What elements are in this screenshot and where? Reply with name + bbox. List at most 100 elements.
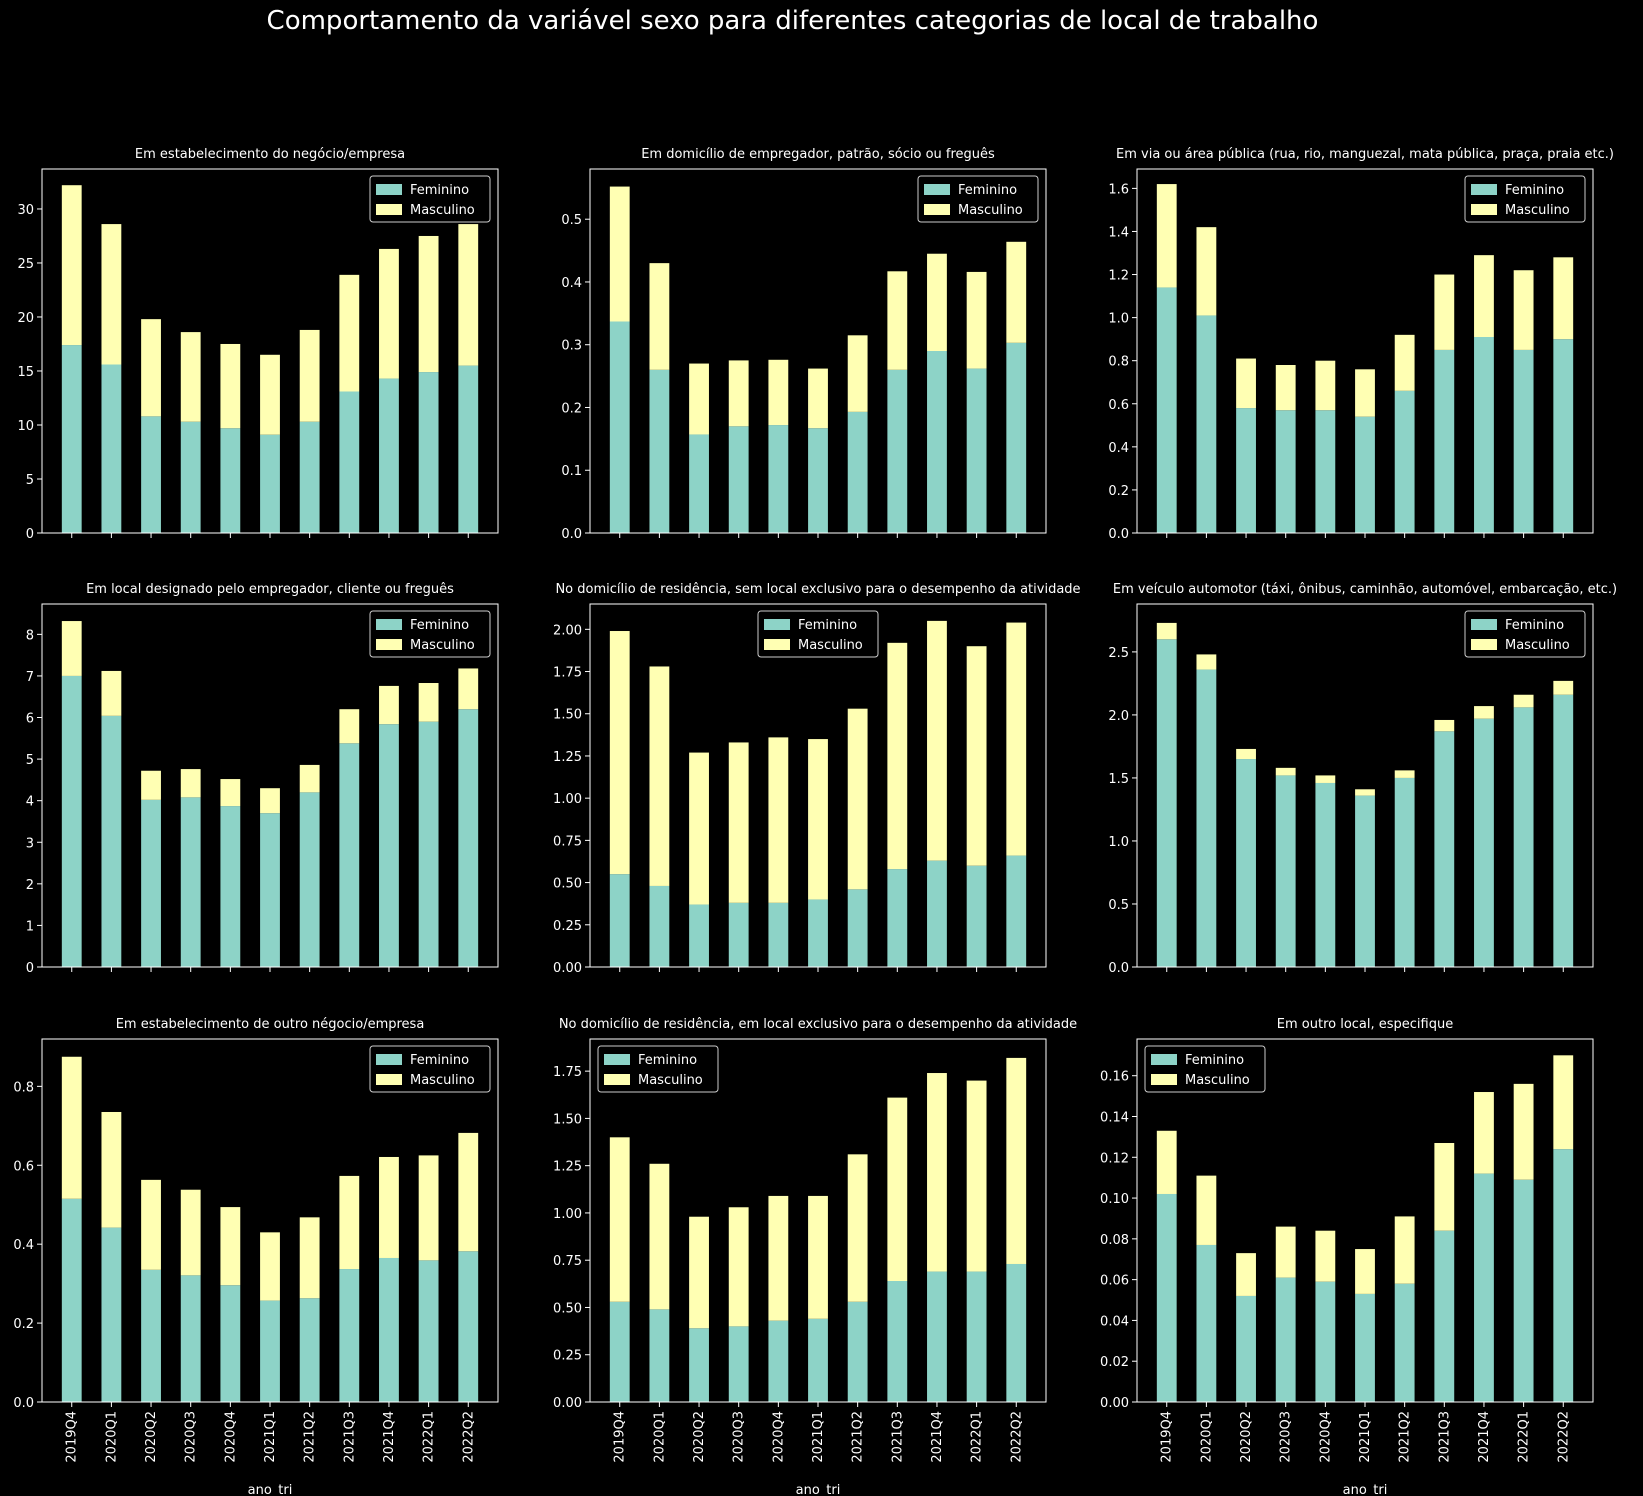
bar-feminino-2020Q4 xyxy=(220,1285,241,1402)
bar-feminino-2022Q2 xyxy=(1553,694,1574,967)
bar-masculino-2020Q3 xyxy=(728,1207,749,1327)
legend-swatch-masculino xyxy=(1151,1074,1177,1085)
bar-feminino-2021Q1 xyxy=(808,428,828,533)
bar-feminino-2020Q3 xyxy=(728,1326,749,1402)
bar-feminino-2020Q4 xyxy=(220,806,241,967)
y-tick-label: 0 xyxy=(26,527,34,542)
bar-feminino-2021Q4 xyxy=(1474,1173,1494,1402)
bar-feminino-2019Q4 xyxy=(609,1301,630,1402)
y-tick-label: 0.0 xyxy=(561,527,582,542)
y-tick-label: 0.8 xyxy=(13,1080,34,1095)
x-tick-label: 2019Q4 xyxy=(1160,1411,1175,1463)
subplot-title: No domicílio de residência, sem local ex… xyxy=(555,582,1080,597)
bar-masculino-2021Q3 xyxy=(1434,719,1455,732)
bar-masculino-2021Q3 xyxy=(1434,274,1455,350)
legend-swatch-masculino xyxy=(376,1074,402,1085)
y-tick-label: 0.10 xyxy=(1100,1192,1129,1207)
bar-feminino-2022Q1 xyxy=(966,1271,987,1402)
x-tick-label: 2020Q1 xyxy=(652,1411,667,1463)
y-tick-label: 0.14 xyxy=(1100,1110,1129,1125)
bar-feminino-2021Q3 xyxy=(1434,1230,1455,1402)
x-tick-label: 2022Q1 xyxy=(422,1411,437,1463)
bar-masculino-2019Q4 xyxy=(1156,184,1177,288)
bar-masculino-2021Q1 xyxy=(1355,789,1375,796)
bar-masculino-2021Q2 xyxy=(847,1154,868,1302)
bar-masculino-2020Q4 xyxy=(1315,1230,1336,1282)
y-tick-label: 1.0 xyxy=(1108,835,1129,850)
bar-feminino-2020Q4 xyxy=(768,902,789,967)
y-tick-label: 1.50 xyxy=(553,708,582,723)
bar-masculino-2019Q4 xyxy=(609,186,630,322)
bar-feminino-2021Q2 xyxy=(1394,1283,1415,1402)
bar-feminino-2020Q4 xyxy=(768,1320,789,1402)
y-tick-label: 0.1 xyxy=(561,464,582,479)
bar-masculino-2022Q2 xyxy=(1553,257,1574,340)
y-tick-label: 0.04 xyxy=(1100,1314,1129,1329)
legend: Feminino Masculino xyxy=(369,1045,491,1093)
bar-feminino-2021Q4 xyxy=(927,860,947,967)
legend-label-masculino: Masculino xyxy=(410,1073,475,1088)
bar-masculino-2022Q2 xyxy=(1553,680,1574,695)
y-tick-label: 1.50 xyxy=(553,1112,582,1127)
bar-masculino-2020Q1 xyxy=(649,1163,670,1310)
bar-feminino-2021Q3 xyxy=(339,1269,360,1402)
y-tick-label: 1.25 xyxy=(553,1160,582,1175)
bar-feminino-2021Q4 xyxy=(1474,337,1494,533)
legend-label-feminino: Feminino xyxy=(638,1053,697,1068)
bar-masculino-2022Q1 xyxy=(418,683,439,722)
x-tick-label: 2022Q2 xyxy=(1556,1411,1571,1463)
axes-frame xyxy=(1136,603,1594,968)
bar-feminino-2021Q3 xyxy=(339,391,360,533)
bar-masculino-2019Q4 xyxy=(61,185,82,346)
x-tick-label: 2020Q2 xyxy=(1239,1411,1254,1463)
x-tick-label: 2021Q2 xyxy=(303,1411,318,1463)
bar-masculino-2020Q3 xyxy=(1275,767,1296,776)
legend-swatch-masculino xyxy=(1471,204,1497,215)
bar-feminino-2020Q3 xyxy=(1275,1277,1296,1402)
bar-masculino-2022Q1 xyxy=(966,1080,987,1272)
bar-feminino-2021Q1 xyxy=(1355,1293,1375,1402)
bar-feminino-2021Q4 xyxy=(1474,718,1494,967)
bar-feminino-2021Q1 xyxy=(808,1318,828,1402)
bar-feminino-2021Q4 xyxy=(927,351,947,533)
subplot-9: Em outro local, especifique 2019Q4 2020Q1 2… xyxy=(1100,1017,1594,1496)
y-tick-label: 15 xyxy=(17,365,34,380)
y-tick-label: 1.00 xyxy=(553,792,582,807)
bar-masculino-2020Q4 xyxy=(220,1207,241,1286)
y-tick-label: 25 xyxy=(17,257,34,272)
x-tick-label: 2020Q4 xyxy=(223,1411,238,1463)
legend-label-masculino: Masculino xyxy=(410,638,475,653)
bar-feminino-2019Q4 xyxy=(61,1198,82,1402)
x-tick-label: 2020Q4 xyxy=(771,1411,786,1463)
bar-feminino-2021Q2 xyxy=(1394,390,1415,533)
bar-feminino-2021Q4 xyxy=(379,378,399,533)
bar-feminino-2021Q1 xyxy=(260,434,280,533)
y-tick-label: 0.16 xyxy=(1100,1070,1129,1085)
bar-feminino-2019Q4 xyxy=(1156,1193,1177,1402)
bar-feminino-2021Q2 xyxy=(1394,777,1415,967)
legend-label-feminino: Feminino xyxy=(798,618,857,633)
figure-title: Comportamento da variável sexo para dife… xyxy=(266,6,1319,36)
legend-swatch-feminino xyxy=(1471,619,1497,630)
bar-masculino-2022Q2 xyxy=(1006,1057,1027,1264)
bar-masculino-2021Q4 xyxy=(1474,255,1494,337)
bar-masculino-2020Q4 xyxy=(1315,360,1336,411)
y-tick-label: 0.4 xyxy=(1108,441,1129,456)
bar-masculino-2019Q4 xyxy=(609,631,630,875)
bar-feminino-2019Q4 xyxy=(61,345,82,533)
bar-masculino-2020Q4 xyxy=(768,737,789,903)
y-tick-label: 1.75 xyxy=(553,666,582,681)
bar-feminino-2019Q4 xyxy=(1156,287,1177,533)
bar-masculino-2021Q3 xyxy=(339,274,360,392)
bar-feminino-2021Q2 xyxy=(847,411,868,533)
y-tick-label: 0.6 xyxy=(13,1159,34,1174)
bar-masculino-2022Q1 xyxy=(418,235,439,373)
bar-masculino-2021Q2 xyxy=(299,329,320,422)
bar-feminino-2021Q1 xyxy=(1355,416,1375,533)
bar-masculino-2019Q4 xyxy=(61,1056,82,1199)
bar-feminino-2021Q3 xyxy=(887,369,908,533)
bar-feminino-2020Q3 xyxy=(1275,775,1296,967)
bar-masculino-2021Q2 xyxy=(847,708,868,890)
subplot-4: Em local designado pelo empregador, clie… xyxy=(26,582,499,976)
bar-masculino-2020Q1 xyxy=(1196,227,1217,316)
